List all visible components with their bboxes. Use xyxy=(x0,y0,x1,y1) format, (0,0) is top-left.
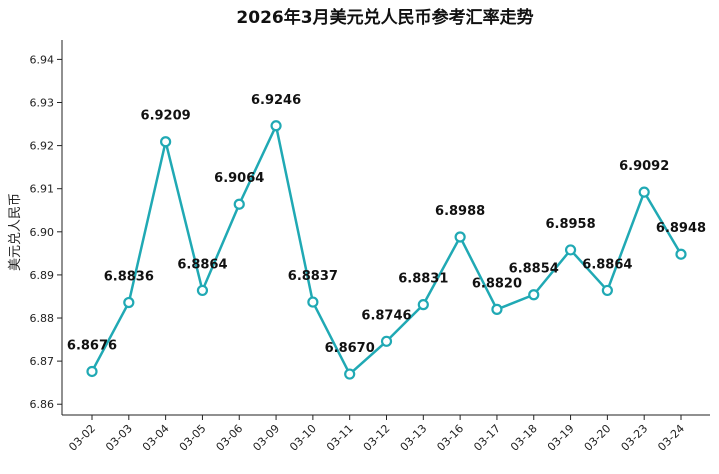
x-tick-label: 03-23 xyxy=(619,422,651,454)
y-axis-ticks: 6.86 6.87 6.88 6.89 6.90 6.91 6.92 6.93 6.94 xyxy=(30,53,62,411)
x-axis-ticks: 03-02 03-03 03-04 03-05 03-06 03-09 03-10 03-11… xyxy=(66,415,687,454)
data-point xyxy=(454,231,466,243)
x-tick-label: 03-24 xyxy=(655,422,687,454)
chart-title: 2026年3月美元兑人民币参考汇率走势 xyxy=(236,7,533,28)
data-label: 6.8864 xyxy=(177,257,227,272)
data-label: 6.8864 xyxy=(582,257,632,272)
data-point xyxy=(233,198,245,210)
data-point xyxy=(123,296,135,309)
x-tick-label: 03-09 xyxy=(250,422,282,454)
data-point xyxy=(528,289,540,301)
data-label: 6.8836 xyxy=(104,270,154,285)
x-tick-label: 03-17 xyxy=(471,422,503,454)
y-tick-label: 6.88 xyxy=(30,312,55,325)
x-tick-label: 03-02 xyxy=(66,422,98,454)
data-label: 6.8837 xyxy=(288,269,338,284)
data-point xyxy=(601,284,613,297)
y-tick-label: 6.87 xyxy=(30,355,55,368)
x-tick-label: 03-16 xyxy=(434,422,466,454)
x-tick-label: 03-10 xyxy=(287,422,319,454)
data-point xyxy=(307,296,319,308)
data-point xyxy=(417,299,429,311)
data-point xyxy=(491,303,503,315)
x-tick-label: 03-20 xyxy=(582,422,614,454)
x-tick-label: 03-04 xyxy=(140,422,172,454)
y-tick-label: 6.94 xyxy=(30,53,55,66)
y-tick-label: 6.92 xyxy=(30,140,55,153)
x-tick-label: 03-19 xyxy=(545,422,577,454)
data-point xyxy=(380,335,393,347)
data-label: 6.8854 xyxy=(509,262,559,277)
data-label: 6.9246 xyxy=(251,93,301,108)
data-point xyxy=(344,368,356,380)
x-tick-label: 03-11 xyxy=(324,422,356,454)
points-layer xyxy=(86,120,687,380)
y-tick-label: 6.91 xyxy=(30,183,55,196)
data-point xyxy=(675,248,687,260)
y-tick-label: 6.89 xyxy=(30,269,55,282)
x-tick-label: 03-12 xyxy=(361,422,393,454)
x-tick-label: 03-13 xyxy=(398,422,430,454)
y-tick-label: 6.86 xyxy=(30,398,55,411)
data-label: 6.8670 xyxy=(325,341,375,356)
data-label: 6.8831 xyxy=(398,272,448,287)
data-point xyxy=(564,244,577,256)
x-tick-label: 03-18 xyxy=(508,422,540,454)
data-label: 6.9209 xyxy=(141,109,191,124)
data-point xyxy=(638,186,650,198)
data-label: 6.9064 xyxy=(214,171,264,186)
data-label: 6.8746 xyxy=(361,308,411,323)
data-point xyxy=(196,284,209,297)
x-tick-label: 03-03 xyxy=(103,422,135,454)
y-tick-label: 6.90 xyxy=(30,226,55,239)
data-label: 6.8820 xyxy=(472,276,522,291)
x-tick-label: 03-06 xyxy=(214,422,246,454)
data-label: 6.8948 xyxy=(656,221,706,236)
x-tick-label: 03-05 xyxy=(177,422,209,454)
data-label: 6.8676 xyxy=(67,338,117,353)
data-point xyxy=(160,136,172,148)
data-labels-layer: 6.8676 6.8836 6.9209 6.8864 6.9064 6.9246 6.88… xyxy=(67,93,706,356)
y-axis-label: 美元兑人民币 xyxy=(8,193,23,271)
data-label: 6.8988 xyxy=(435,204,485,219)
data-label: 6.8958 xyxy=(545,217,595,232)
data-point xyxy=(270,120,282,132)
data-label: 6.9092 xyxy=(619,159,669,174)
y-tick-label: 6.93 xyxy=(30,97,55,110)
data-point xyxy=(86,365,98,378)
